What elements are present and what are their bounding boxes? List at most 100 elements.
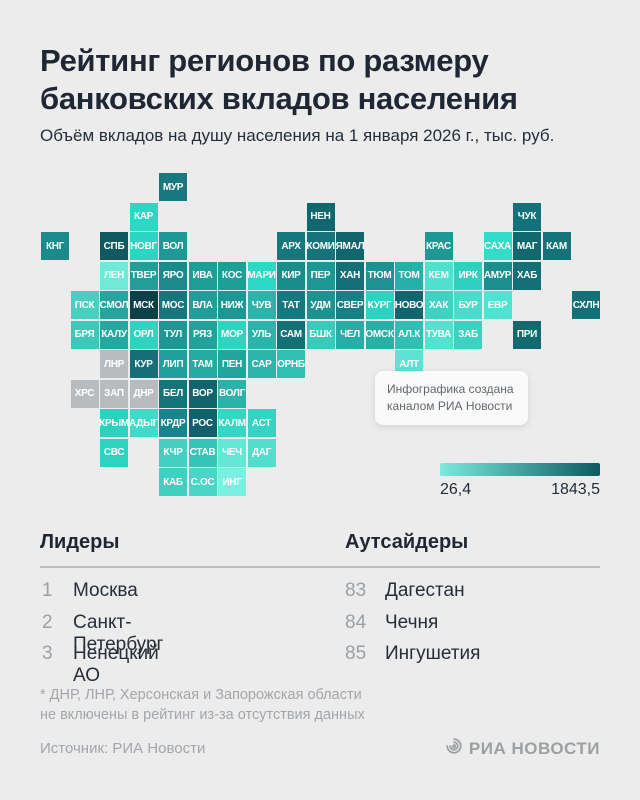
region-tile-АРХ: АРХ	[277, 232, 305, 260]
region-tile-МОС: МОС	[159, 291, 187, 319]
region-tile-МАРИ: МАРИ	[247, 261, 276, 290]
region-tile-ИРК: ИРК	[454, 261, 482, 290]
legend-max-label: 1843,5	[551, 481, 600, 498]
region-tile-РОС: РОС	[188, 409, 217, 437]
region-tile-САМ: САМ	[277, 320, 305, 349]
leader-rank-3: 3	[42, 643, 53, 664]
region-tile-МУР: МУР	[159, 173, 187, 201]
region-tile-КЕМ: КЕМ	[424, 261, 453, 290]
region-tile-ЛНР: ЛНР	[100, 350, 128, 378]
region-tile-ЛИП: ЛИП	[159, 350, 187, 378]
page-subtitle: Объём вкладов на душу населения на 1 янв…	[40, 126, 555, 145]
region-tile-МАГ: МАГ	[513, 232, 541, 260]
region-tile-КНГ: КНГ	[41, 232, 69, 260]
note-line-2: каналом РИА Новости	[387, 399, 513, 413]
region-tile-КАЛУ: КАЛУ	[100, 320, 128, 349]
legend-gradient-bar	[440, 463, 600, 476]
ria-globe-icon	[445, 737, 463, 760]
region-tile-КОМИ: КОМИ	[306, 232, 335, 260]
region-tile-НЕН: НЕН	[306, 202, 335, 231]
region-tile-УЛЬ: УЛЬ	[247, 320, 276, 349]
region-tile-ЕВР: ЕВР	[483, 291, 512, 319]
region-tile-АМУР: АМУР	[483, 261, 512, 290]
region-tile-ЯРО: ЯРО	[159, 261, 187, 290]
region-tile-ЛЕН: ЛЕН	[100, 261, 128, 290]
region-tile-ЧУК: ЧУК	[513, 202, 541, 231]
region-tile-ИВА: ИВА	[188, 261, 217, 290]
region-tile-ТУЛ: ТУЛ	[159, 320, 187, 349]
ria-logo-text: РИА НОВОСТИ	[468, 738, 600, 758]
region-tile-map: МУР КАР НЕН ЧУК КНГ СПБ НОВГ ВОЛ АРХ КОМИ ЯМАЛ КРАС…	[41, 173, 601, 498]
region-tile-СТАВ: СТАВ	[188, 438, 217, 467]
region-tile-ПСК: ПСК	[70, 291, 99, 319]
region-tile-АДЫГ: АДЫГ	[129, 409, 158, 437]
region-tile-КАМ: КАМ	[542, 232, 571, 260]
source-label: Источник: РИА Новости	[40, 740, 206, 757]
region-tile-КАЛМ: КАЛМ	[218, 409, 246, 437]
section-divider	[40, 566, 600, 568]
region-tile-ОМСК: ОМСК	[365, 320, 394, 349]
note-line-1: Инфографика создана	[387, 382, 514, 396]
region-tile-САР: САР	[247, 350, 276, 378]
region-tile-БУР: БУР	[454, 291, 482, 319]
footnote-line-1: * ДНР, ЛНР, Херсонская и Запорожская обл…	[40, 687, 362, 703]
region-tile-ДНР: ДНР	[129, 379, 158, 408]
leader-rank-1: 1	[42, 580, 53, 601]
outsider-name-3: Ингушетия	[385, 643, 481, 664]
region-tile-САХА: САХА	[483, 232, 512, 260]
region-tile-КУРГ: КУРГ	[365, 291, 394, 319]
region-tile-ХАН: ХАН	[336, 261, 364, 290]
footnote-line-2: не включены в рейтинг из-за отсутствия д…	[40, 706, 365, 723]
region-tile-ТВЕР: ТВЕР	[129, 261, 158, 290]
region-tile-МСК: МСК	[129, 291, 158, 319]
region-tile-КРАС: КРАС	[424, 232, 453, 260]
region-tile-ЗАП: ЗАП	[100, 379, 128, 408]
region-tile-КИР: КИР	[277, 261, 305, 290]
region-tile-ХАК: ХАК	[424, 291, 453, 319]
leader-name-2: Санкт-Петербург	[73, 612, 164, 655]
region-tile-КЧР: КЧР	[159, 438, 187, 467]
region-tile-НОВО: НОВО	[395, 291, 424, 319]
region-tile-ТУВА: ТУВА	[424, 320, 453, 349]
region-tile-РЯЗ: РЯЗ	[188, 320, 217, 349]
leader-name-1: Москва	[73, 580, 138, 601]
region-tile-СХЛН: СХЛН	[572, 291, 600, 319]
region-tile-МОР: МОР	[218, 320, 246, 349]
region-tile-ТЮМ: ТЮМ	[365, 261, 394, 290]
region-tile-КОС: КОС	[218, 261, 246, 290]
region-tile-КАБ: КАБ	[159, 468, 187, 496]
outsider-name-1: Дагестан	[385, 580, 465, 601]
region-tile-ЧУВ: ЧУВ	[247, 291, 276, 319]
region-tile-ДАГ: ДАГ	[247, 438, 276, 467]
leaders-header: Лидеры	[40, 531, 120, 553]
region-tile-ОРЛ: ОРЛ	[129, 320, 158, 349]
region-tile-ВОЛГ: ВОЛГ	[218, 379, 246, 408]
region-tile-СВС: СВС	[100, 438, 128, 467]
region-tile-ОРНБ: ОРНБ	[277, 350, 305, 378]
outsiders-header: Аутсайдеры	[345, 531, 469, 553]
region-tile-ПЕР: ПЕР	[306, 261, 335, 290]
region-tile-ТАТ: ТАТ	[277, 291, 305, 319]
footnote: * ДНР, ЛНР, Херсонская и Запорожская обл…	[40, 686, 460, 725]
title-line-2: банковских вкладов населения	[40, 81, 518, 116]
infographic-note-box: Инфографика создана каналом РИА Новости	[375, 371, 528, 425]
region-tile-КАР: КАР	[129, 202, 158, 231]
region-tile-ЧЕЧ: ЧЕЧ	[218, 438, 246, 467]
region-tile-СПБ: СПБ	[100, 232, 128, 260]
region-tile-С.ОС: С.ОС	[188, 468, 217, 496]
region-tile-ЗАБ: ЗАБ	[454, 320, 482, 349]
region-tile-КУР: КУР	[129, 350, 158, 378]
region-tile-ВОЛ: ВОЛ	[159, 232, 187, 260]
leader-rank-2: 2	[42, 612, 53, 633]
region-tile-ТОМ: ТОМ	[395, 261, 423, 290]
leader-name-3: Ненецкий АО	[73, 643, 159, 686]
region-tile-ВОР: ВОР	[188, 379, 217, 408]
region-tile-НИЖ: НИЖ	[218, 291, 246, 319]
region-tile-ЧЕЛ: ЧЕЛ	[336, 320, 364, 349]
page-title: Рейтинг регионов по размеру банковских в…	[40, 42, 610, 118]
region-tile-БРЯ: БРЯ	[70, 320, 99, 349]
region-tile-БШК: БШК	[306, 320, 335, 349]
region-tile-ЯМАЛ: ЯМАЛ	[336, 232, 365, 260]
region-tile-КРЫМ: КРЫМ	[99, 409, 129, 437]
